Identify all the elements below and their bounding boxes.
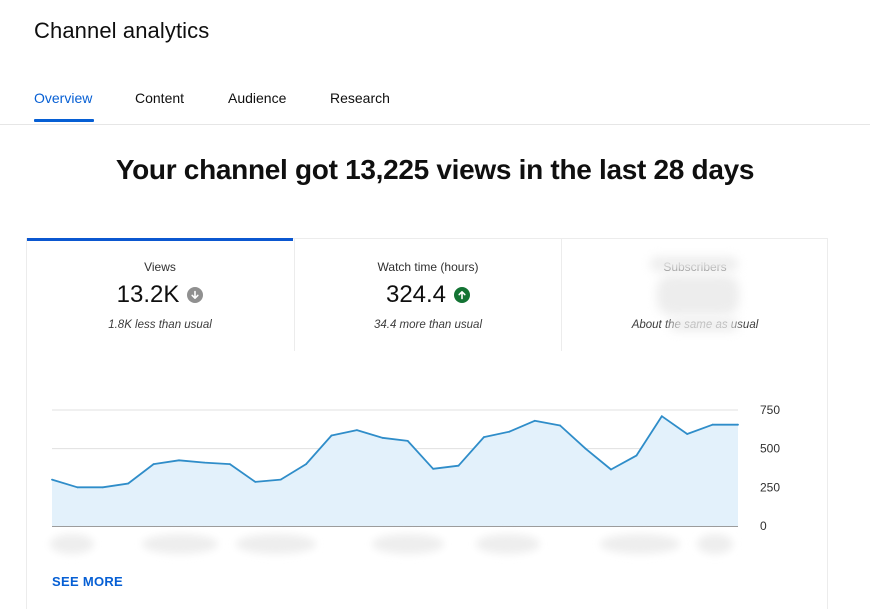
metric-value: 13.2K <box>116 281 180 308</box>
tab-content[interactable]: Content <box>135 90 185 106</box>
tab-overview[interactable]: Overview <box>34 82 94 122</box>
metric-value-row: 324.4 <box>295 281 561 309</box>
redaction-blur <box>650 257 738 271</box>
redaction-blur <box>670 319 738 331</box>
summary-headline: Your channel got 13,225 views in the las… <box>115 154 755 185</box>
metric-tabs: Views 13.2K 1.8K less than usual Watch t… <box>27 238 828 351</box>
see-more-button[interactable]: SEE MORE <box>52 574 124 589</box>
arrow-up-icon <box>454 287 471 303</box>
metric-label: Watch time (hours) <box>377 260 479 274</box>
tab-research[interactable]: Research <box>330 90 390 106</box>
metric-subscribers[interactable]: Subscribers About the same as usual <box>561 239 828 351</box>
metric-value: 324.4 <box>385 281 447 308</box>
metric-comparison: 1.8K less than usual <box>108 319 212 331</box>
tab-audience[interactable]: Audience <box>228 90 287 106</box>
tab-bar: Overview Content Audience Research <box>0 82 870 125</box>
arrow-down-icon <box>187 287 204 303</box>
metrics-card: Views 13.2K 1.8K less than usual Watch t… <box>26 238 828 609</box>
metric-value-row: 13.2K <box>27 281 293 309</box>
metric-watch-time[interactable]: Watch time (hours) 324.4 34.4 more than … <box>294 239 561 351</box>
metric-comparison: 34.4 more than usual <box>373 319 483 331</box>
metric-label: Views <box>144 260 176 274</box>
page-title: Channel analytics <box>34 18 210 43</box>
redaction-blur <box>657 275 739 315</box>
metric-views[interactable]: Views 13.2K 1.8K less than usual <box>27 238 293 351</box>
